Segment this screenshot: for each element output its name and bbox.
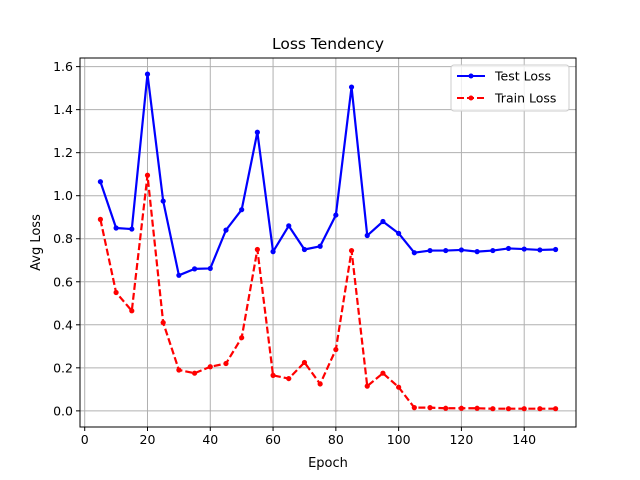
data-point-train-loss — [474, 405, 480, 411]
data-point-test-loss — [396, 230, 402, 236]
data-point-train-loss — [458, 405, 465, 411]
data-point-test-loss — [317, 243, 323, 249]
data-point-train-loss — [317, 381, 323, 387]
data-point-train-loss — [176, 367, 182, 373]
data-point-train-loss — [254, 246, 260, 253]
data-point-train-loss — [364, 383, 370, 389]
chart-title: Loss Tendency — [272, 35, 384, 53]
data-point-train-loss — [144, 172, 151, 178]
data-point-train-loss — [301, 359, 308, 366]
data-point-train-loss — [286, 375, 292, 382]
data-point-train-loss — [270, 372, 276, 378]
y-tick-label: 0.0 — [53, 403, 73, 418]
data-point-test-loss — [474, 249, 480, 255]
data-point-test-loss — [301, 246, 308, 253]
legend-label-test-loss: Test Loss — [494, 69, 551, 84]
data-point-train-loss — [160, 320, 166, 326]
x-axis-label: Epoch — [308, 456, 348, 471]
x-tick-label: 100 — [387, 432, 411, 447]
data-point-test-loss — [144, 71, 151, 77]
data-point-test-loss — [239, 207, 245, 213]
data-point-train-loss — [505, 406, 512, 412]
data-point-train-loss — [380, 370, 386, 376]
data-point-test-loss — [286, 223, 292, 229]
data-point-train-loss — [97, 216, 104, 222]
data-point-train-loss — [490, 406, 496, 412]
x-tick-label: 80 — [328, 432, 344, 447]
legend: Test Loss Train Loss — [450, 64, 570, 112]
data-point-train-loss — [537, 406, 543, 412]
data-point-test-loss — [458, 247, 465, 253]
legend-marker-test-loss — [468, 73, 474, 79]
data-point-train-loss — [552, 406, 559, 412]
data-point-train-loss — [333, 346, 339, 353]
y-tick-label: 1.4 — [53, 102, 73, 117]
data-point-test-loss — [427, 247, 433, 254]
data-point-test-loss — [380, 218, 386, 225]
data-point-test-loss — [223, 227, 229, 233]
data-point-test-loss — [490, 247, 496, 254]
y-tick-label: 1.2 — [53, 145, 73, 160]
data-point-train-loss — [129, 308, 135, 314]
data-point-test-loss — [505, 245, 512, 252]
data-point-train-loss — [521, 406, 527, 412]
plot-frame — [79, 57, 577, 428]
data-point-test-loss — [113, 225, 119, 231]
data-point-train-loss — [348, 247, 355, 254]
y-tick-label: 0.2 — [53, 360, 73, 375]
data-point-test-loss — [129, 226, 135, 232]
data-point-test-loss — [160, 198, 166, 204]
data-point-train-loss — [411, 405, 417, 411]
legend-marker-train-loss — [468, 95, 474, 101]
y-tick-label: 1.6 — [53, 59, 73, 74]
data-point-train-loss — [207, 364, 213, 370]
data-point-test-loss — [176, 272, 182, 278]
data-point-train-loss — [427, 405, 433, 411]
data-point-test-loss — [254, 129, 260, 135]
data-point-test-loss — [333, 212, 339, 218]
data-point-test-loss — [191, 266, 198, 272]
data-point-train-loss — [443, 405, 449, 411]
data-point-test-loss — [364, 232, 370, 239]
data-point-train-loss — [191, 370, 198, 376]
data-point-test-loss — [521, 246, 527, 252]
data-point-test-loss — [348, 84, 355, 90]
x-tick-label: 140 — [512, 432, 536, 447]
data-point-test-loss — [552, 246, 559, 253]
x-tick-label: 120 — [449, 432, 473, 447]
y-tick-label: 0.8 — [53, 231, 73, 246]
y-tick-label: 0.6 — [53, 274, 73, 289]
y-axis-label: Avg Loss — [29, 214, 44, 271]
x-tick-label: 40 — [202, 432, 218, 447]
data-point-train-loss — [239, 335, 245, 341]
data-point-test-loss — [97, 179, 104, 185]
data-point-test-loss — [411, 250, 417, 256]
data-point-train-loss — [223, 360, 229, 367]
ticks: 0 20 40 60 80 100 120 140 0.0 0.2 0.4 0.6 0.8 1.0 1.2 1… — [53, 59, 536, 447]
data-point-test-loss — [270, 249, 276, 255]
legend-label-train-loss: Train Loss — [494, 91, 556, 106]
data-point-train-loss — [113, 289, 119, 296]
data-point-test-loss — [207, 265, 213, 272]
data-point-train-loss — [396, 384, 402, 390]
series-line-train-loss — [99, 174, 556, 410]
y-tick-label: 0.4 — [53, 317, 73, 332]
x-tick-label: 20 — [140, 432, 156, 447]
x-tick-label: 0 — [81, 432, 89, 447]
y-tick-label: 1.0 — [53, 188, 73, 203]
series-line-test-loss — [99, 73, 556, 277]
data-point-test-loss — [537, 247, 543, 253]
data-point-test-loss — [443, 247, 449, 254]
series-group — [97, 71, 559, 412]
x-tick-label: 60 — [265, 432, 281, 447]
